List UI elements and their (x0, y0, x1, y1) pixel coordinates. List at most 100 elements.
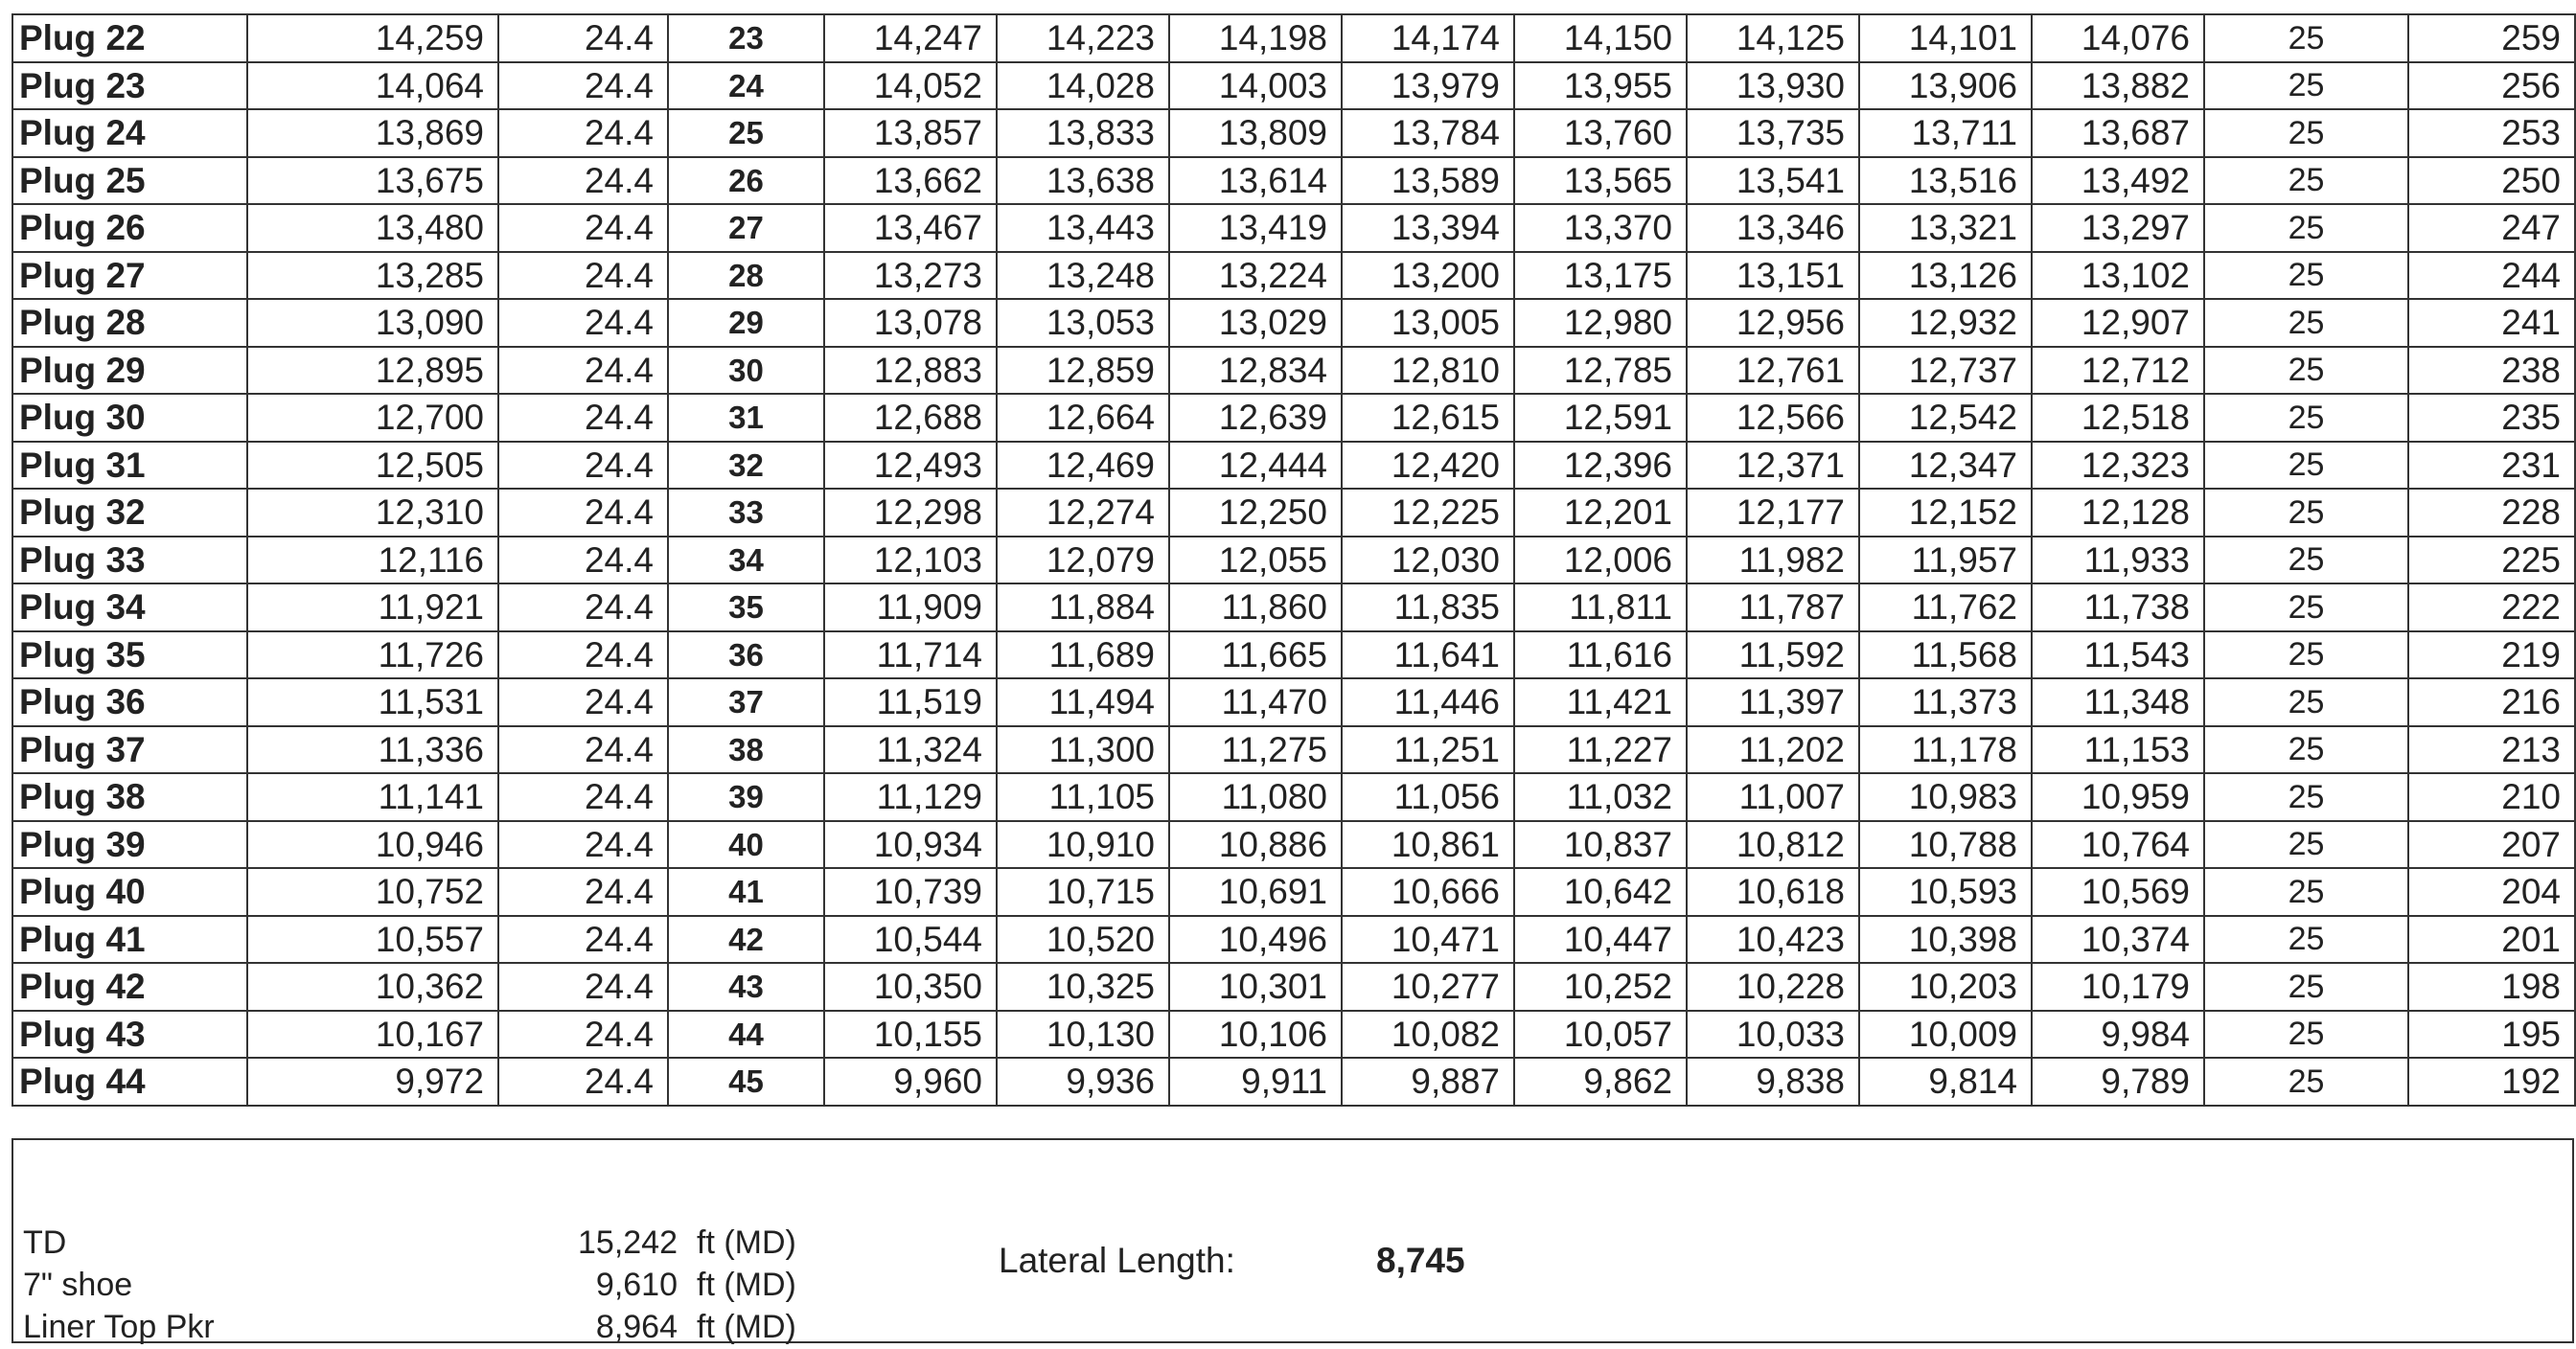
interval-width-cell: 24.4 (497, 250, 669, 300)
cluster-2-cell: 10,910 (996, 819, 1170, 869)
cluster-7-cell: 11,957 (1858, 535, 2033, 584)
cluster-3-cell: 10,691 (1168, 867, 1343, 917)
table-row: Plug 31 12,505 24.4 32 12,493 12,469 12,444 12,… (12, 440, 2576, 490)
cluster-5-cell: 10,642 (1513, 867, 1688, 917)
row-label-cell: Plug 40 (12, 867, 248, 917)
cluster-4-cell: 10,471 (1341, 914, 1515, 964)
stage-number-cell: 38 (667, 724, 825, 774)
cluster-5-cell: 12,785 (1513, 345, 1688, 395)
cluster-1-cell: 13,467 (823, 203, 998, 253)
stage-number-cell: 30 (667, 345, 825, 395)
interval-width-cell: 24.4 (497, 108, 669, 158)
cluster-6-cell: 12,371 (1686, 440, 1860, 490)
total-cell: 244 (2407, 250, 2576, 300)
row-label-cell: Plug 43 (12, 1009, 248, 1059)
spacing-cell: 25 (2203, 345, 2409, 395)
cluster-3-cell: 10,886 (1168, 819, 1343, 869)
cluster-1-cell: 13,662 (823, 155, 998, 205)
cluster-3-cell: 13,419 (1168, 203, 1343, 253)
interval-width-cell: 24.4 (497, 772, 669, 822)
cluster-2-cell: 14,223 (996, 13, 1170, 63)
spacing-cell: 25 (2203, 677, 2409, 727)
row-label-cell: Plug 23 (12, 60, 248, 110)
spacing-cell: 25 (2203, 250, 2409, 300)
spacing-cell: 25 (2203, 819, 2409, 869)
cluster-7-cell: 10,983 (1858, 772, 2033, 822)
cluster-7-cell: 10,009 (1858, 1009, 2033, 1059)
cluster-4-cell: 13,979 (1341, 60, 1515, 110)
cluster-6-cell: 10,423 (1686, 914, 1860, 964)
table-row: Plug 33 12,116 24.4 34 12,103 12,079 12,055 12,… (12, 535, 2576, 584)
table-row: Plug 25 13,675 24.4 26 13,662 13,638 13,614 13,… (12, 155, 2576, 205)
cluster-6-cell: 11,592 (1686, 629, 1860, 679)
cluster-2-cell: 10,520 (996, 914, 1170, 964)
cluster-2-cell: 9,936 (996, 1057, 1170, 1107)
cluster-5-cell: 13,370 (1513, 203, 1688, 253)
cluster-2-cell: 11,689 (996, 629, 1170, 679)
cluster-7-cell: 10,398 (1858, 914, 2033, 964)
plug-depth-cell: 11,726 (246, 629, 499, 679)
cluster-2-cell: 13,638 (996, 155, 1170, 205)
interval-width-cell: 24.4 (497, 962, 669, 1012)
cluster-3-cell: 9,911 (1168, 1057, 1343, 1107)
cluster-5-cell: 10,447 (1513, 914, 1688, 964)
stage-number-cell: 41 (667, 867, 825, 917)
cluster-7-cell: 11,568 (1858, 629, 2033, 679)
cluster-1-cell: 12,298 (823, 488, 998, 537)
cluster-2-cell: 11,105 (996, 772, 1170, 822)
cluster-8-cell: 14,076 (2031, 13, 2205, 63)
cluster-8-cell: 11,348 (2031, 677, 2205, 727)
table-row: Plug 22 14,259 24.4 23 14,247 14,223 14,198 14,… (12, 13, 2576, 63)
spacing-cell: 25 (2203, 867, 2409, 917)
interval-width-cell: 24.4 (497, 393, 669, 443)
plug-depth-cell: 12,700 (246, 393, 499, 443)
total-cell: 201 (2407, 914, 2576, 964)
cluster-2-cell: 10,325 (996, 962, 1170, 1012)
interval-width-cell: 24.4 (497, 535, 669, 584)
row-label-cell: Plug 27 (12, 250, 248, 300)
plug-depth-cell: 10,557 (246, 914, 499, 964)
cluster-4-cell: 12,225 (1341, 488, 1515, 537)
cluster-2-cell: 13,248 (996, 250, 1170, 300)
spacing-cell: 25 (2203, 203, 2409, 253)
spacing-cell: 25 (2203, 772, 2409, 822)
table-row: Plug 43 10,167 24.4 44 10,155 10,130 10,106 10,… (12, 1009, 2576, 1059)
total-cell: 219 (2407, 629, 2576, 679)
stage-number-cell: 25 (667, 108, 825, 158)
row-label-cell: Plug 44 (12, 1057, 248, 1107)
cluster-1-cell: 12,493 (823, 440, 998, 490)
total-cell: 253 (2407, 108, 2576, 158)
stage-number-cell: 45 (667, 1057, 825, 1107)
cluster-8-cell: 11,738 (2031, 583, 2205, 632)
cluster-3-cell: 13,029 (1168, 298, 1343, 348)
cluster-3-cell: 12,055 (1168, 535, 1343, 584)
cluster-6-cell: 13,930 (1686, 60, 1860, 110)
total-cell: 256 (2407, 60, 2576, 110)
stage-number-cell: 27 (667, 203, 825, 253)
table-row: Plug 39 10,946 24.4 40 10,934 10,910 10,886 10,… (12, 819, 2576, 869)
cluster-7-cell: 13,126 (1858, 250, 2033, 300)
cluster-8-cell: 13,297 (2031, 203, 2205, 253)
cluster-4-cell: 14,174 (1341, 13, 1515, 63)
stage-number-cell: 33 (667, 488, 825, 537)
cluster-8-cell: 11,543 (2031, 629, 2205, 679)
plug-depth-cell: 9,972 (246, 1057, 499, 1107)
spacing-cell: 25 (2203, 60, 2409, 110)
cluster-5-cell: 9,862 (1513, 1057, 1688, 1107)
cluster-1-cell: 11,909 (823, 583, 998, 632)
cluster-1-cell: 12,103 (823, 535, 998, 584)
table-row: Plug 42 10,362 24.4 43 10,350 10,325 10,301 10,… (12, 962, 2576, 1012)
interval-width-cell: 24.4 (497, 440, 669, 490)
cluster-6-cell: 14,125 (1686, 13, 1860, 63)
cluster-8-cell: 9,789 (2031, 1057, 2205, 1107)
row-label-cell: Plug 39 (12, 819, 248, 869)
cluster-6-cell: 12,956 (1686, 298, 1860, 348)
row-label-cell: Plug 32 (12, 488, 248, 537)
row-label-cell: Plug 42 (12, 962, 248, 1012)
spacing-cell: 25 (2203, 393, 2409, 443)
cluster-1-cell: 10,739 (823, 867, 998, 917)
interval-width-cell: 24.4 (497, 60, 669, 110)
plug-depth-cell: 10,946 (246, 819, 499, 869)
total-cell: 235 (2407, 393, 2576, 443)
plug-depth-cell: 14,259 (246, 13, 499, 63)
